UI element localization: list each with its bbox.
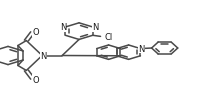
Text: O: O [32, 75, 39, 84]
Text: Cl: Cl [104, 33, 113, 42]
Text: N: N [92, 23, 98, 32]
Text: N: N [60, 23, 66, 32]
Text: N: N [40, 52, 47, 60]
Text: O: O [32, 28, 39, 37]
Text: N: N [138, 44, 145, 53]
